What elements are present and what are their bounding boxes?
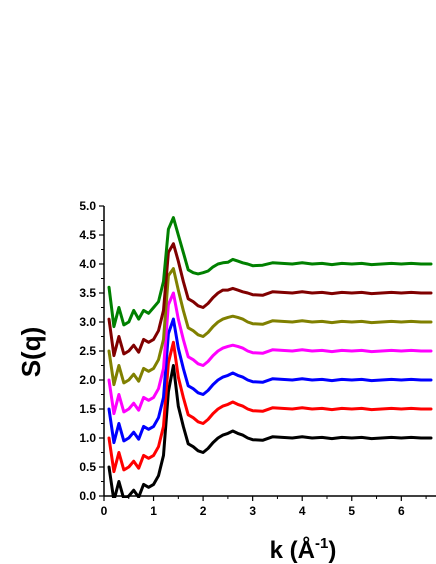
y-tick-label: 2.5 — [79, 344, 96, 358]
series-layer — [107, 216, 433, 498]
x-tick-label: 2 — [200, 504, 207, 518]
y-tick-label: 3.0 — [79, 315, 96, 329]
x-axis-title-main: k (Å — [270, 536, 315, 564]
y-tick-label: 3.5 — [79, 286, 96, 300]
y-tick-label: 1.5 — [79, 402, 96, 416]
x-tick-label: 3 — [249, 504, 256, 518]
y-tick-label: 0.0 — [79, 489, 96, 503]
series-line-5 — [107, 267, 433, 387]
series-line-3 — [107, 317, 433, 445]
y-tick-label: 0.5 — [79, 460, 96, 474]
series-line-2 — [107, 340, 433, 474]
y-tick-label: 5.0 — [79, 199, 96, 213]
axes-layer: 0.0 0.5 1.0 1.5 2.0 2.5 3.0 3.5 4.0 4.5 5.0 0 1 2 3 4 5 6 — [79, 199, 436, 518]
series-line-6 — [107, 242, 433, 358]
x-tick-label: 1 — [150, 504, 157, 518]
x-axis-title-superscript: -1 — [315, 535, 328, 552]
x-axis-title-close: ) — [328, 537, 336, 564]
x-tick-label: 0 — [101, 504, 108, 518]
y-tick-label: 4.5 — [79, 228, 96, 242]
x-axis-title: k (Å-1) — [270, 535, 337, 564]
x-tick-label: 4 — [299, 504, 306, 518]
y-axis-title: S(q) — [16, 327, 46, 378]
y-tick-label: 2.0 — [79, 373, 96, 387]
y-tick-label: 1.0 — [79, 431, 96, 445]
series-line-1 — [107, 364, 433, 498]
y-tick-label: 4.0 — [79, 257, 96, 271]
series-line-4 — [107, 291, 433, 416]
series-line-7 — [107, 216, 433, 329]
x-tick-label: 6 — [398, 504, 405, 518]
x-tick-label: 5 — [348, 504, 355, 518]
